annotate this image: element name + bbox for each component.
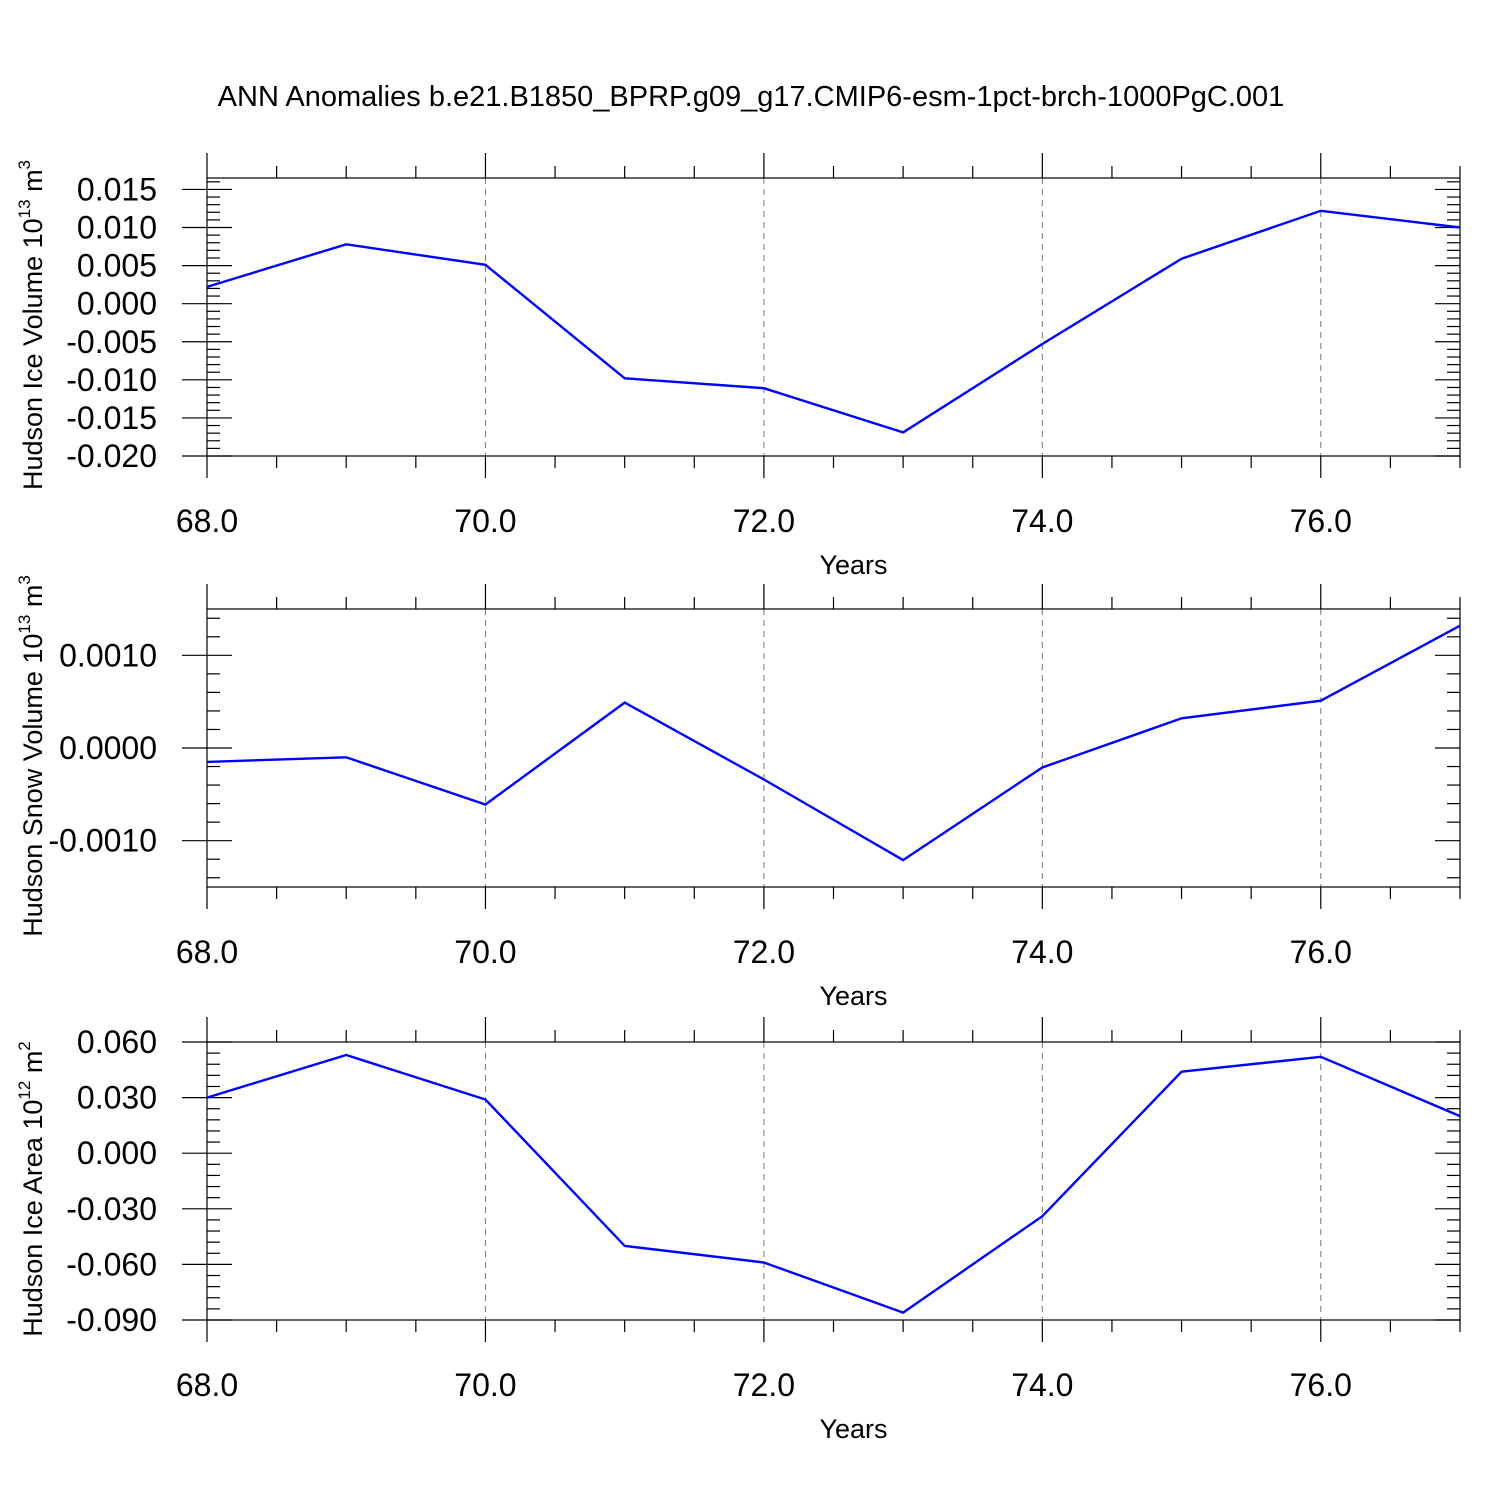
- y-tick-label: 0.0010: [59, 637, 157, 673]
- x-tick-label: 72.0: [733, 934, 795, 970]
- y-axis-label-unit-exponent: 3: [15, 575, 34, 584]
- x-tick-label: 74.0: [1011, 503, 1073, 539]
- y-tick-label: -0.010: [66, 362, 157, 398]
- y-tick-label: -0.0010: [48, 823, 157, 859]
- y-tick-label: -0.030: [66, 1191, 157, 1227]
- x-axis-label: Years: [819, 981, 887, 1011]
- data-line: [206, 624, 1461, 862]
- y-axis-label-exponent: 12: [15, 1081, 34, 1100]
- plot-frame: [206, 608, 1461, 888]
- x-tick-label: 70.0: [454, 934, 516, 970]
- y-tick-label: 0.005: [77, 248, 157, 284]
- x-tick-label: 76.0: [1290, 934, 1352, 970]
- y-tick-label: -0.005: [66, 324, 157, 360]
- y-axis-label-unit-exponent: 2: [15, 1041, 34, 1050]
- y-tick-label: 0.000: [77, 1135, 157, 1171]
- y-axis-label-unit: m: [18, 1051, 48, 1081]
- y-tick-label: 0.010: [77, 210, 157, 246]
- x-tick-label: 74.0: [1011, 1367, 1073, 1403]
- x-tick-label: 72.0: [733, 503, 795, 539]
- y-tick-label: -0.060: [66, 1246, 157, 1282]
- y-axis-label-unit-exponent: 3: [15, 160, 34, 169]
- x-tick-label: 76.0: [1290, 1367, 1352, 1403]
- x-tick-label: 76.0: [1290, 503, 1352, 539]
- y-tick-label: 0.015: [77, 171, 157, 207]
- x-tick-label: 68.0: [176, 934, 238, 970]
- x-tick-label: 70.0: [454, 1367, 516, 1403]
- y-axis-label-text: Hudson Ice Volume 10: [18, 218, 48, 490]
- y-tick-label: 0.0000: [59, 730, 157, 766]
- chart-panels: 68.0 70.0 72.0 74.0 76.00.0150.0100.0050.000…: [15, 153, 1461, 1444]
- x-axis-label: Years: [819, 550, 887, 580]
- y-tick-label: 0.000: [77, 286, 157, 322]
- x-tick-label: 72.0: [733, 1367, 795, 1403]
- data-line: [206, 1053, 1461, 1314]
- x-tick-label: 68.0: [176, 503, 238, 539]
- panel-2: 68.0 70.0 72.0 74.0 76.0 0.0010 0.0000 -0.0010 Y…: [15, 575, 1461, 1011]
- y-tick-label: -0.015: [66, 400, 157, 436]
- y-axis-label: Hudson Ice Volume 1013 m3: [15, 160, 48, 490]
- panel-3: 68.0 70.0 72.0 74.0 76.0 0.060 0.030 0.000 -0.03…: [15, 1017, 1461, 1444]
- y-axis-label-text: Hudson Ice Area 10: [18, 1100, 48, 1337]
- y-axis-label-unit: m: [18, 585, 48, 615]
- data-line: [206, 209, 1461, 434]
- panel-1: 68.0 70.0 72.0 74.0 76.0 0.0150.0100.0050.000…: [15, 153, 1461, 580]
- y-axis-label-exponent: 13: [15, 199, 34, 218]
- y-axis-label-exponent: 13: [15, 615, 34, 634]
- y-tick-label: -0.020: [66, 438, 157, 474]
- y-axis-label: Hudson Snow Volume 1013 m3: [15, 575, 48, 937]
- plot-frame: [206, 1041, 1461, 1321]
- x-tick-label: 74.0: [1011, 934, 1073, 970]
- y-tick-label: -0.090: [66, 1302, 157, 1338]
- y-tick-label: 0.030: [77, 1080, 157, 1116]
- x-tick-label: 68.0: [176, 1367, 238, 1403]
- y-axis-label-text: Hudson Snow Volume 10: [18, 634, 48, 937]
- y-tick-label: 0.060: [77, 1024, 157, 1060]
- x-tick-label: 70.0: [454, 503, 516, 539]
- y-axis-label: Hudson Ice Area 1012 m2: [15, 1041, 48, 1337]
- chart-title: ANN Anomalies b.e21.B1850_BPRP.g09_g17.C…: [218, 81, 1285, 113]
- plot-frame: [206, 177, 1461, 457]
- x-axis-label: Years: [819, 1414, 887, 1444]
- y-axis-label-unit: m: [18, 169, 48, 199]
